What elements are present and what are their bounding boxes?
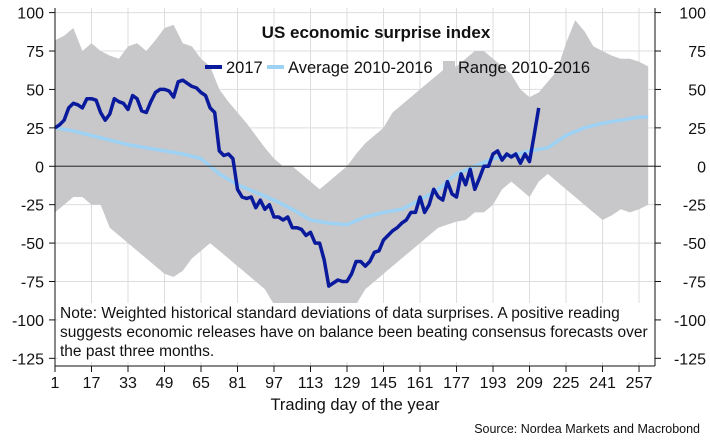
x-tick-label: 241 xyxy=(589,375,616,392)
x-tick-label: 65 xyxy=(192,375,210,392)
y-tick-label-right: -75 xyxy=(683,274,706,291)
source-label: Source: Nordea Markets and Macrobond xyxy=(474,422,700,436)
series-2017-layer xyxy=(54,78,541,288)
y-tick-label-left: -100 xyxy=(12,313,44,330)
x-tick-label: 257 xyxy=(626,375,653,392)
axes xyxy=(49,8,661,372)
y-tick-label-left: 100 xyxy=(17,6,44,23)
y-tick-label-right: 25 xyxy=(688,121,706,138)
x-tick-label: 193 xyxy=(480,375,507,392)
y-tick-label-right: -125 xyxy=(674,351,706,368)
legend-swatch-range xyxy=(443,61,455,73)
y-tick-label-right: -25 xyxy=(683,198,706,215)
x-tick-label: 1 xyxy=(51,375,60,392)
legend-label-range: Range 2010-2016 xyxy=(458,59,590,77)
y-tick-label-left: -75 xyxy=(21,274,44,291)
average-line xyxy=(54,115,649,227)
x-tick-label: 177 xyxy=(443,375,470,392)
y-tick-label-left: 75 xyxy=(26,44,44,61)
legend: 2017 Average 2010-2016 Range 2010-2016 xyxy=(205,59,590,77)
x-tick-label: 17 xyxy=(83,375,101,392)
chart-title: US economic surprise index xyxy=(262,23,491,42)
chart-annotation-note: Note: Weighted historical standard devia… xyxy=(58,303,654,362)
range-band-layer xyxy=(55,20,649,344)
tick-labels: 100 100 75 75 50 50 25 25 0 0 -25 -25 -50 -50 -75 -75 -1… xyxy=(12,6,706,392)
y-tick-label-right: 50 xyxy=(688,82,706,99)
x-tick-label: 209 xyxy=(516,375,543,392)
series-2017-line xyxy=(54,78,541,288)
range-band xyxy=(55,20,649,344)
x-tick-label: 97 xyxy=(265,375,283,392)
y-tick-label-left: 0 xyxy=(35,159,44,176)
y-tick-label-left: 25 xyxy=(26,121,44,138)
y-tick-label-right: 0 xyxy=(697,159,706,176)
y-tick-label-left: -125 xyxy=(12,351,44,368)
x-tick-label: 145 xyxy=(370,375,397,392)
y-tick-label-right: 75 xyxy=(688,44,706,61)
y-tick-label-left: -50 xyxy=(21,236,44,253)
y-tick-label-left: -25 xyxy=(21,198,44,215)
legend-label-average: Average 2010-2016 xyxy=(288,59,433,77)
x-axis-title: Trading day of the year xyxy=(270,396,440,414)
average-line-layer xyxy=(54,115,649,227)
x-tick-label: 129 xyxy=(334,375,361,392)
legend-label-2017: 2017 xyxy=(226,59,263,77)
x-tick-label: 33 xyxy=(119,375,137,392)
y-tick-label-right: 100 xyxy=(679,6,706,23)
x-tick-label: 161 xyxy=(407,375,434,392)
x-tick-label: 49 xyxy=(156,375,174,392)
x-tick-label: 81 xyxy=(229,375,247,392)
y-tick-label-left: 50 xyxy=(26,82,44,99)
x-tick-label: 113 xyxy=(298,375,324,392)
x-tick-label: 225 xyxy=(553,375,580,392)
y-tick-label-right: -100 xyxy=(674,313,706,330)
y-tick-label-right: -50 xyxy=(683,236,706,253)
